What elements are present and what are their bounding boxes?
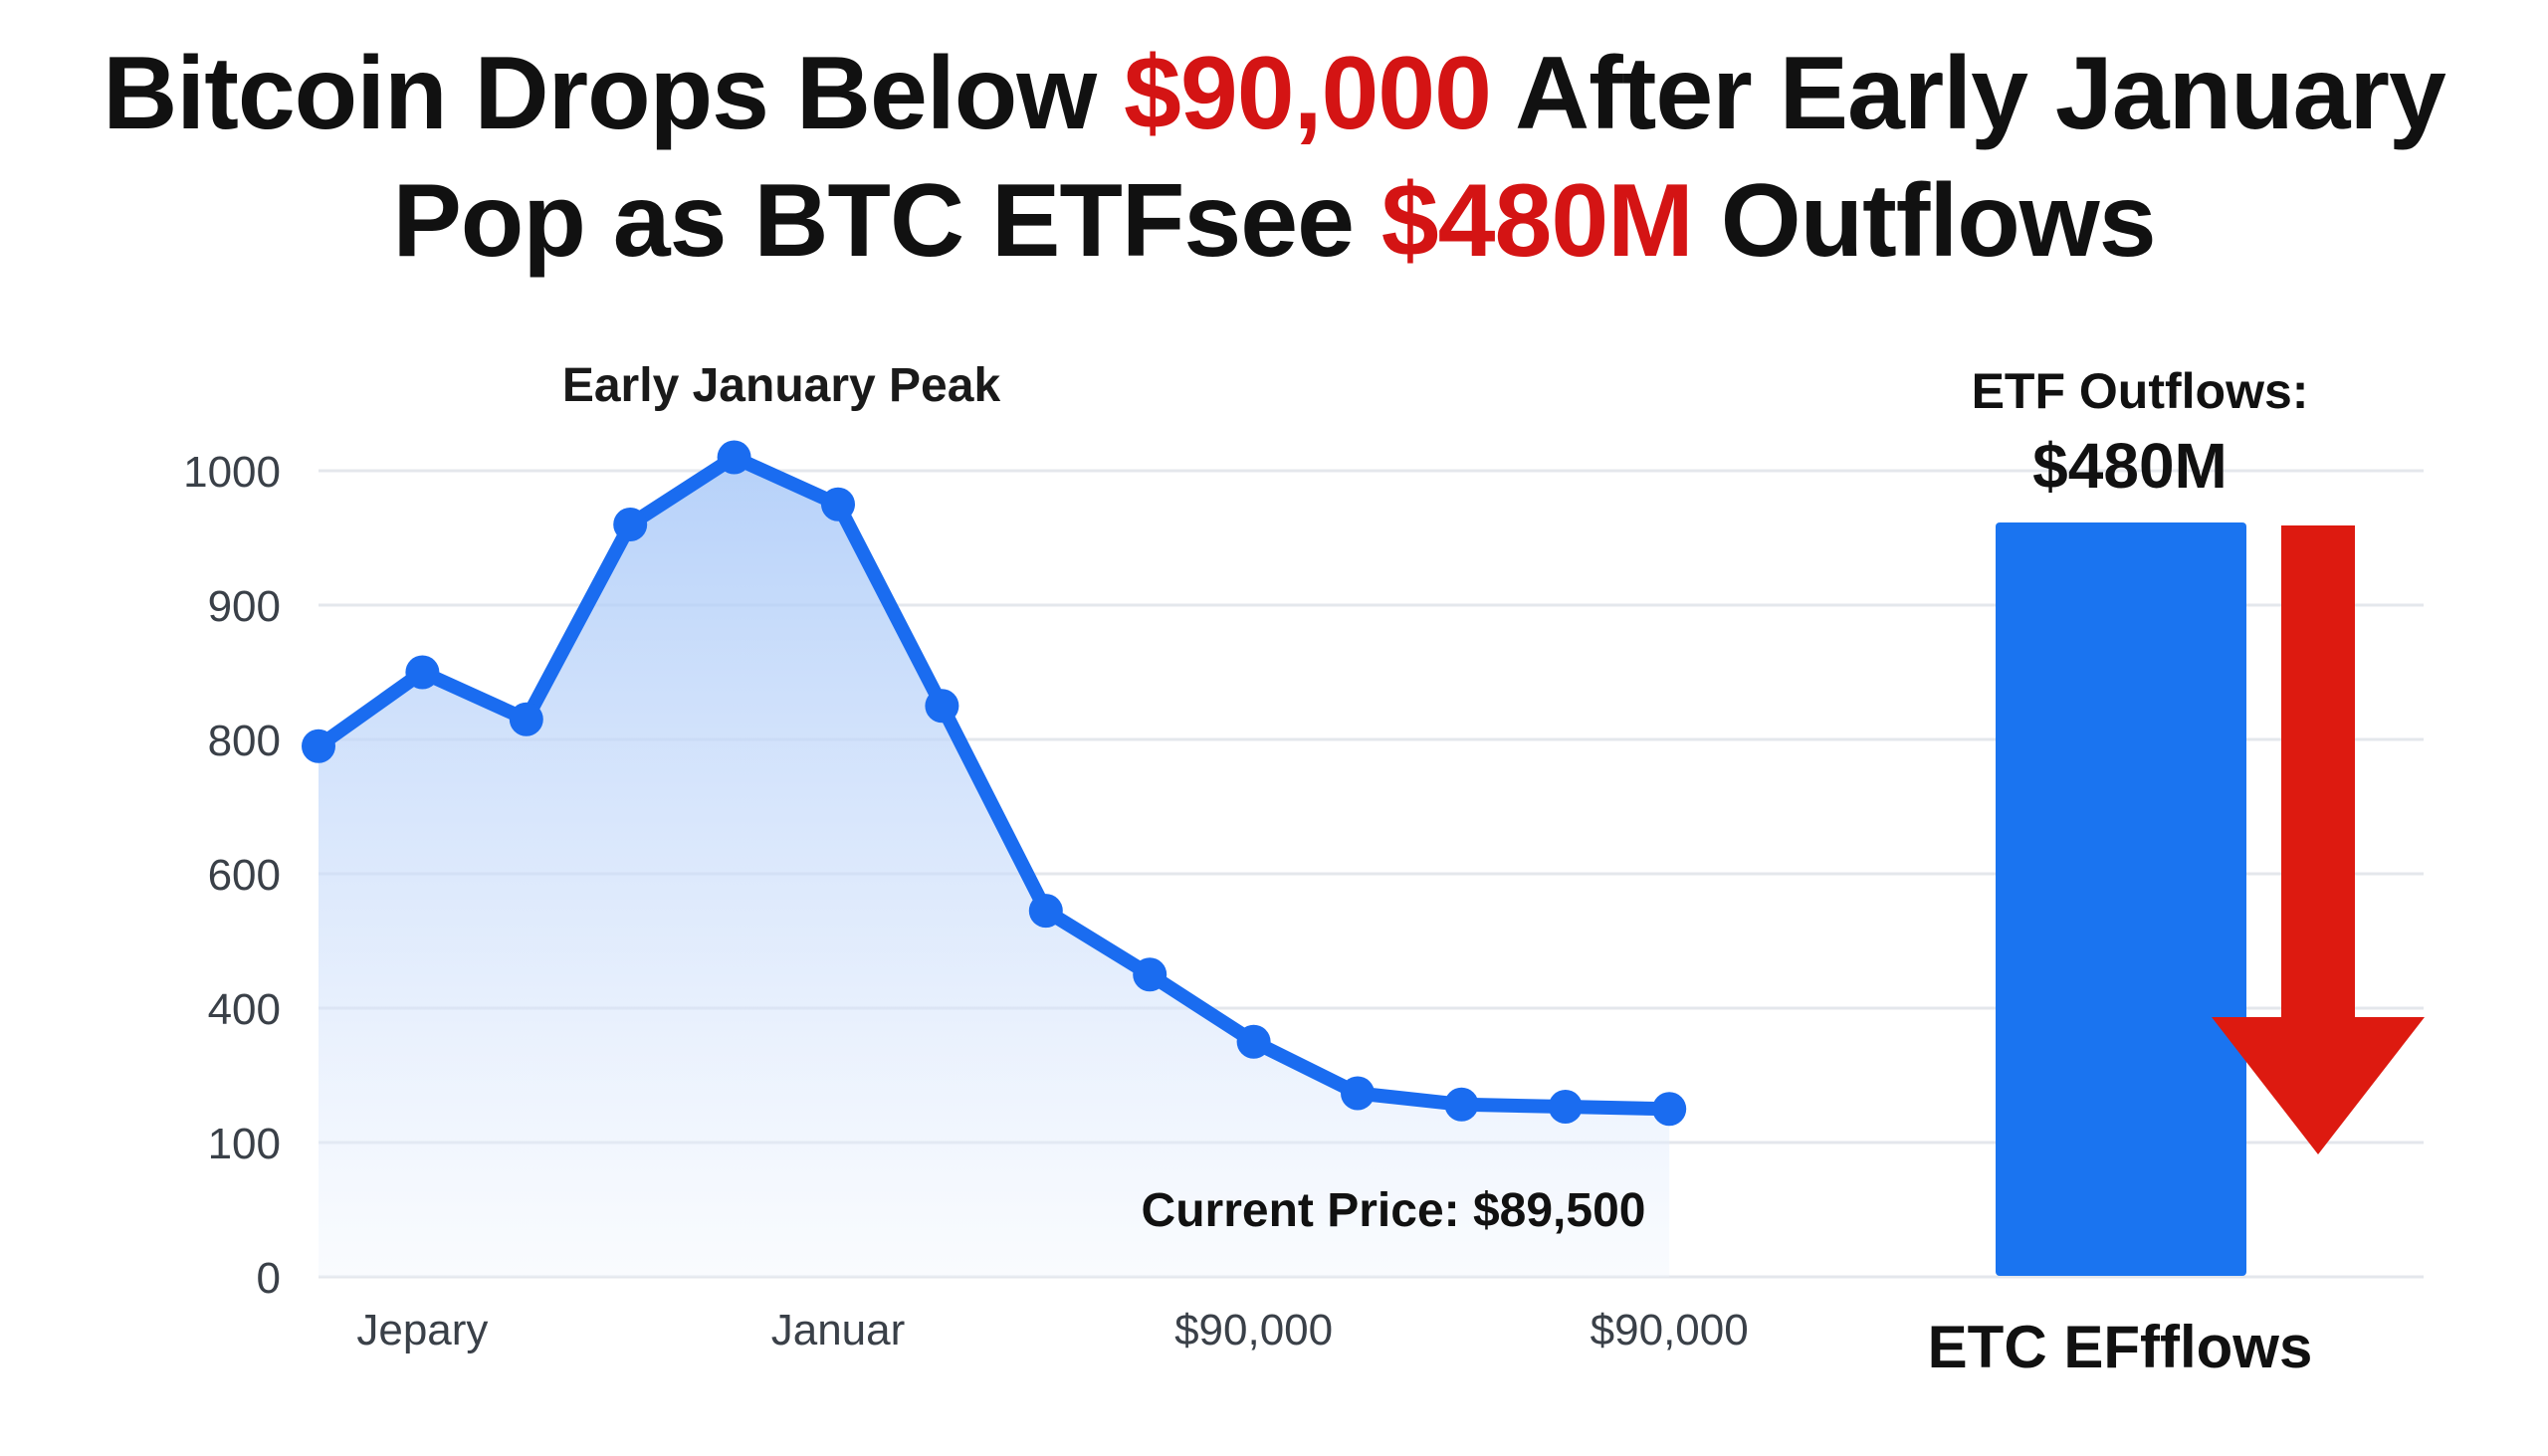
data-point (405, 655, 440, 690)
headline-highlight-outflow: $480M (1380, 163, 1694, 279)
data-point (925, 689, 959, 724)
headline-text: After Early January (1490, 36, 2446, 151)
data-point (613, 508, 648, 541)
headline-line-2: Pop as BTC ETFsee $480M Outflows (0, 157, 2548, 285)
etf-outflow-value: $480M (2032, 430, 2228, 502)
data-point (821, 487, 855, 521)
y-tick-label: 0 (257, 1254, 281, 1303)
etf-outflow-panel: ETF Outflows: $480M ETC EFfflows (1928, 363, 2425, 1380)
data-point (1133, 957, 1168, 992)
y-tick-label: 600 (208, 851, 281, 900)
x-tick-label: Januar (771, 1306, 906, 1354)
y-tick-label: 800 (208, 717, 281, 765)
current-price-annotation: Current Price: $89,500 (1142, 1184, 1646, 1237)
headline-text: Bitcoin Drops Below (103, 36, 1125, 151)
headline-text: Outflows (1692, 163, 2157, 279)
y-tick-label: 400 (208, 985, 281, 1034)
price-points (302, 440, 1687, 1127)
etf-outflow-title: ETF Outflows: (1972, 363, 2309, 419)
data-point (1652, 1092, 1687, 1127)
price-area (318, 457, 1670, 1277)
headline-line-1: Bitcoin Drops Below $90,000 After Early … (0, 30, 2548, 157)
headline-text: Pop as BTC ETFsee (392, 163, 1381, 279)
peak-annotation: Early January Peak (562, 359, 1001, 412)
data-point (1444, 1087, 1479, 1122)
headline-highlight-price: $90,000 (1124, 36, 1492, 151)
y-tick-label: 900 (208, 582, 281, 631)
data-point (509, 702, 543, 736)
down-arrow-icon (2212, 525, 2425, 1154)
etf-outflow-bar (1996, 522, 2246, 1276)
y-tick-label: 100 (208, 1120, 281, 1168)
y-axis-ticks: 0 100 400 600 800 900 1000 (183, 448, 281, 1303)
data-point (1548, 1090, 1583, 1124)
headline: Bitcoin Drops Below $90,000 After Early … (0, 30, 2548, 285)
data-point (1341, 1076, 1375, 1111)
data-point (1236, 1024, 1271, 1059)
data-point (717, 440, 751, 475)
x-tick-label: Jepary (356, 1306, 488, 1354)
data-point (1028, 894, 1063, 929)
data-point (302, 728, 335, 763)
x-tick-label: $90,000 (1591, 1306, 1749, 1354)
price-line (312, 450, 1677, 1117)
x-tick-label: $90,000 (1174, 1306, 1333, 1354)
x-axis-ticks: Jepary Januar $90,000 $90,000 (356, 1306, 1748, 1354)
y-tick-label: 1000 (183, 448, 281, 497)
etf-outflow-label: ETC EFfflows (1928, 1314, 2313, 1380)
